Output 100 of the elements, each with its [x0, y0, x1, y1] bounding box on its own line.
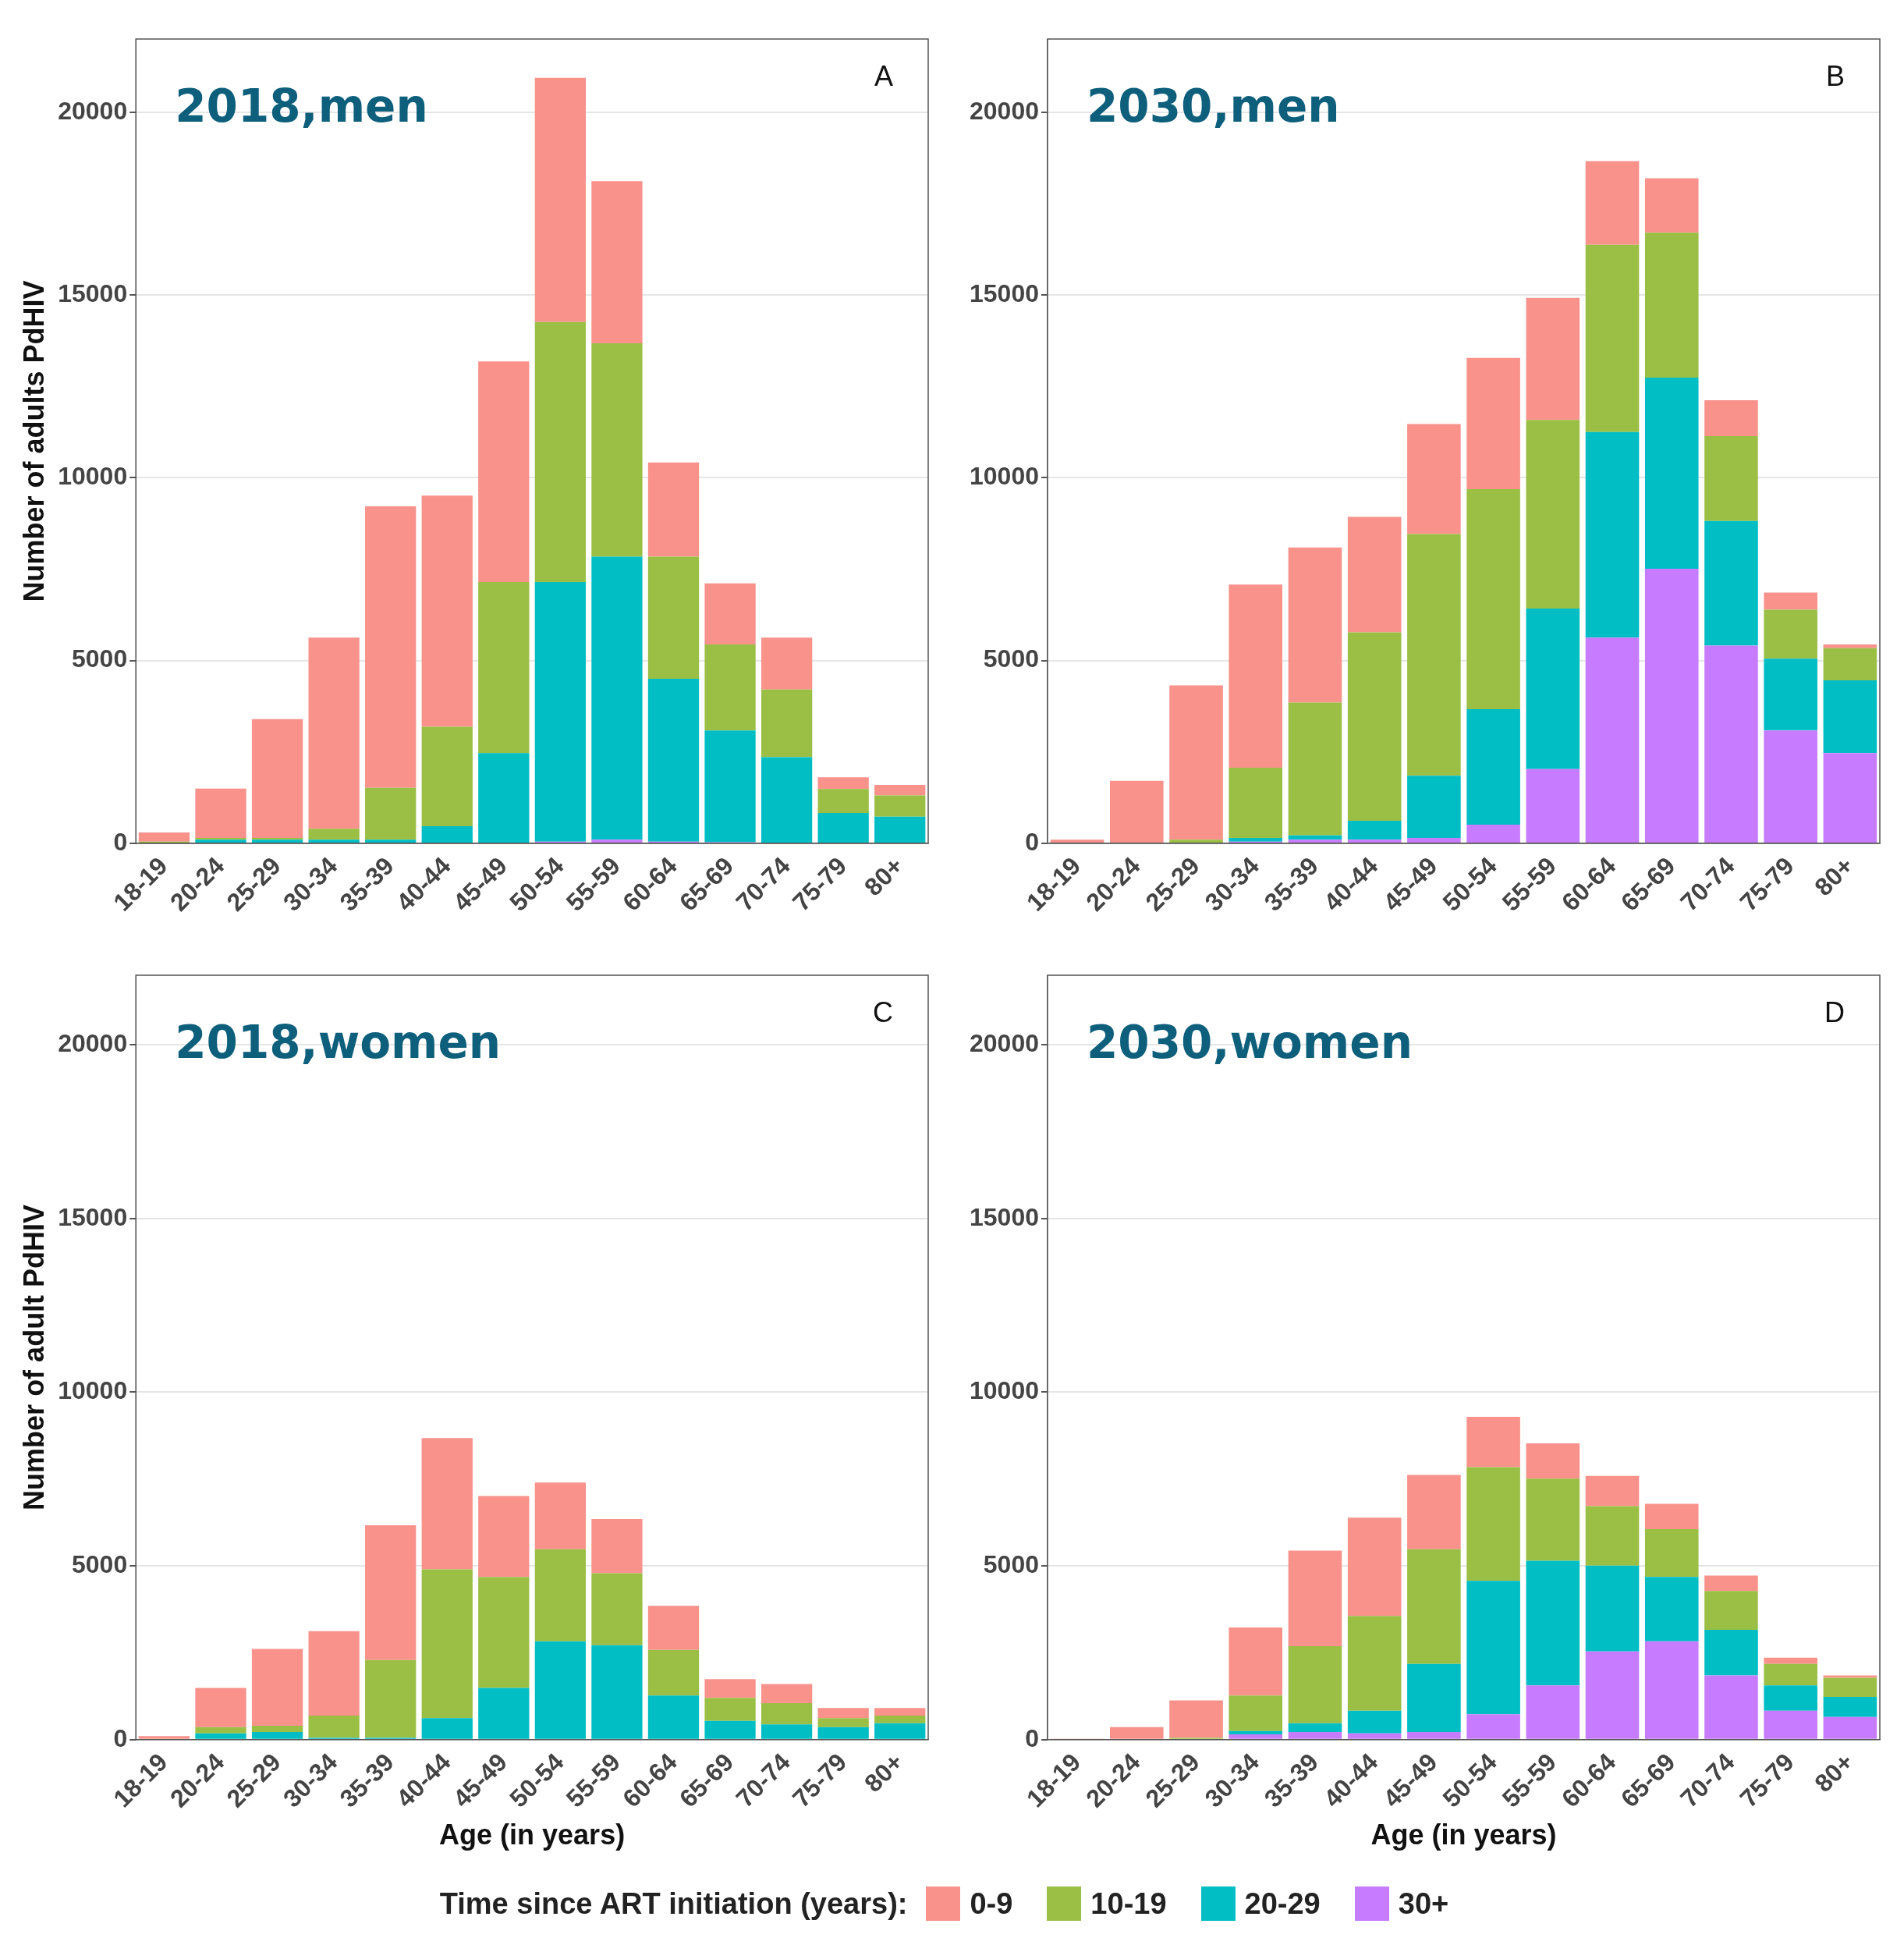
- bar: [478, 1688, 530, 1739]
- text: 2018,men: [175, 80, 428, 133]
- y-axis-title: Number of adult PdHIV: [17, 1204, 50, 1510]
- bar: [1050, 839, 1104, 843]
- bar: [365, 1659, 417, 1738]
- text: 2030,women: [1086, 1016, 1413, 1070]
- bar: [1644, 1503, 1699, 1529]
- bar: [308, 839, 360, 843]
- bar: [1347, 820, 1402, 840]
- x-tick-label: 80+: [859, 1748, 909, 1798]
- bar: [1347, 516, 1402, 633]
- bar: [1288, 547, 1342, 703]
- bar: [534, 1641, 587, 1739]
- bar: [421, 1569, 473, 1719]
- bar: [817, 1718, 869, 1727]
- bar: [1229, 1734, 1283, 1739]
- bar: [1704, 1675, 1758, 1739]
- bar: [1288, 1550, 1342, 1646]
- bar: [761, 637, 813, 690]
- bar: [1288, 1731, 1342, 1739]
- bar: [1704, 400, 1758, 436]
- bar: [761, 1703, 813, 1725]
- bar: [1644, 232, 1699, 378]
- bar: [761, 1724, 813, 1739]
- y-axis-title: Number of adults PdHIV: [17, 280, 50, 602]
- bar: [251, 1649, 303, 1726]
- bar: [647, 1606, 700, 1650]
- bar: [1407, 1663, 1461, 1732]
- bar: [1407, 534, 1461, 776]
- bar: [1644, 1577, 1699, 1642]
- bar: [591, 556, 643, 840]
- bar: [421, 825, 473, 843]
- bar: [591, 181, 643, 343]
- bar: [1169, 839, 1223, 843]
- y-tick-label: 0: [1025, 1723, 1039, 1752]
- y-tick-label: 15000: [970, 1202, 1039, 1231]
- y-tick-label: 20000: [58, 96, 128, 125]
- bar: [1110, 1727, 1164, 1739]
- bar: [1585, 1565, 1640, 1652]
- bar: [1229, 767, 1283, 838]
- bar: [1407, 776, 1461, 838]
- bar: [1229, 837, 1283, 842]
- bar: [1704, 1575, 1758, 1592]
- bar: [1823, 644, 1877, 648]
- bar: [591, 839, 643, 843]
- bar: [874, 1708, 926, 1716]
- y-tick-label: 15000: [58, 1202, 128, 1231]
- bar: [647, 556, 700, 680]
- y-tick-label: 5000: [72, 644, 128, 673]
- y-tick-label: 10000: [58, 462, 128, 491]
- bar: [761, 757, 813, 843]
- bar: [1288, 1645, 1342, 1723]
- bar: [1466, 488, 1520, 709]
- bar: [1585, 1506, 1640, 1566]
- bar: [1169, 685, 1223, 840]
- bar: [1823, 680, 1877, 754]
- bar: [478, 1496, 530, 1578]
- annotation: A: [874, 59, 893, 92]
- bar: [1347, 1710, 1402, 1734]
- bar: [1644, 1528, 1699, 1578]
- legend-title: Time since ART initiation (years):: [439, 1886, 908, 1921]
- y-tick-label: 15000: [970, 279, 1039, 307]
- bar: [1347, 1616, 1402, 1711]
- bar: [704, 583, 756, 645]
- bar: [1229, 1695, 1283, 1731]
- bar: [1347, 1517, 1402, 1617]
- bar: [534, 581, 587, 842]
- bar: [1585, 1651, 1640, 1739]
- bar: [478, 1577, 530, 1688]
- y-tick-label: 0: [1025, 827, 1039, 856]
- bar: [308, 637, 360, 829]
- bar: [1526, 768, 1580, 843]
- bar: [1823, 753, 1877, 843]
- bar: [817, 789, 869, 814]
- bar: [1466, 1714, 1520, 1739]
- annotation: D: [1824, 996, 1845, 1028]
- bar: [365, 839, 417, 843]
- y-tick-label: 5000: [72, 1549, 128, 1578]
- bar: [251, 719, 303, 838]
- bar: [761, 689, 813, 758]
- y-tick-label: 20000: [970, 1028, 1039, 1057]
- bar: [421, 495, 473, 727]
- bar: [1644, 178, 1699, 233]
- x-axis-title: Age (in years): [1370, 1819, 1557, 1851]
- bar: [1764, 592, 1817, 610]
- bar: [421, 1718, 473, 1739]
- y-tick-label: 10000: [58, 1376, 128, 1405]
- bar: [647, 462, 700, 557]
- bar: [1644, 569, 1699, 843]
- bar: [1466, 708, 1520, 825]
- bar: [1229, 584, 1283, 768]
- bar: [704, 1698, 756, 1721]
- bar: [1644, 377, 1699, 570]
- bar: [138, 832, 190, 842]
- bar: [1466, 1467, 1520, 1581]
- bar: [365, 787, 417, 840]
- bar: [1526, 1443, 1580, 1479]
- bar: [591, 1645, 643, 1739]
- text: 2018,women: [175, 1016, 502, 1070]
- bar: [1347, 839, 1402, 843]
